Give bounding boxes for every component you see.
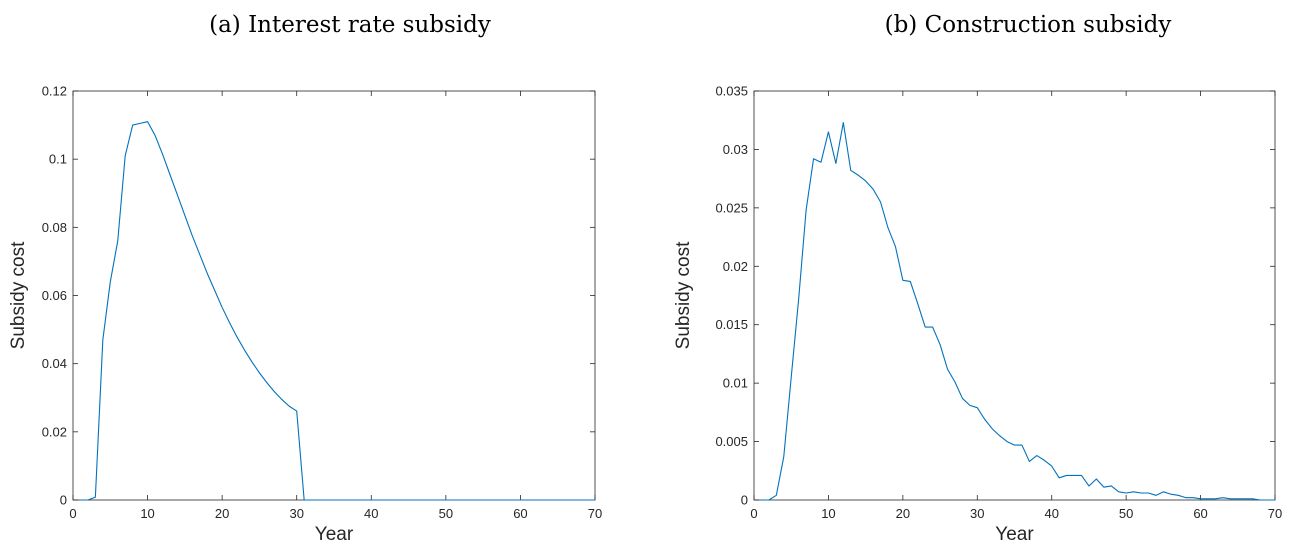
x-tick-label: 30 (970, 506, 984, 521)
y-tick-label: 0.02 (723, 259, 748, 274)
x-tick-label: 20 (215, 506, 229, 521)
y-tick-label: 0.005 (715, 434, 748, 449)
x-tick-label: 60 (1193, 506, 1207, 521)
x-tick-label: 50 (1119, 506, 1133, 521)
plot-frame (72, 90, 596, 501)
x-axis-label: Year (995, 524, 1034, 545)
x-tick-label: 0 (750, 506, 757, 521)
y-tick-label: 0.025 (715, 200, 748, 215)
caption-a: (a) Interest rate subsidy (209, 12, 491, 38)
y-tick-label: 0.035 (715, 84, 748, 99)
y-tick-label: 0.02 (42, 424, 67, 439)
x-tick-label: 10 (140, 506, 154, 521)
series-line (80, 121, 595, 501)
chart-interest-rate-subsidy: 0 10 20 30 40 50 60 70 0 0.02 0.04 0.06 0.08 0.1 0.12 Y… (8, 84, 602, 546)
x-tick-label: 10 (821, 506, 835, 521)
y-axis-label: Subsidy cost (673, 241, 694, 349)
y-tick-label: 0.06 (42, 288, 67, 303)
x-tick-label: 40 (364, 506, 378, 521)
x-axis-label: Year (315, 524, 354, 545)
y-tick-label: 0 (60, 493, 67, 508)
x-tick-label: 40 (1044, 506, 1058, 521)
x-tick-label: 70 (1268, 506, 1282, 521)
x-tick-label: 0 (69, 506, 76, 521)
y-axis-label: Subsidy cost (8, 241, 29, 349)
y-tick-label: 0.03 (723, 142, 748, 157)
series-line (761, 122, 1275, 501)
y-tick-label: 0.1 (49, 152, 67, 167)
caption-b: (b) Construction subsidy (884, 12, 1172, 38)
y-tick-label: 0.01 (723, 376, 748, 391)
x-tick-label: 30 (289, 506, 303, 521)
x-tick-label: 20 (896, 506, 910, 521)
y-tick-label: 0.12 (42, 84, 67, 99)
y-tick-label: 0.08 (42, 220, 67, 235)
chart-construction-subsidy: 0 10 20 30 40 50 60 70 0 0.005 0.01 0.015 0.02 0.025 0… (673, 84, 1282, 546)
plot-frame (753, 90, 1276, 501)
x-tick-label: 60 (513, 506, 527, 521)
x-tick-label: 50 (439, 506, 453, 521)
y-tick-label: 0.015 (715, 317, 748, 332)
x-tick-label: 70 (588, 506, 602, 521)
y-tick-label: 0 (741, 493, 748, 508)
y-tick-label: 0.04 (42, 356, 67, 371)
